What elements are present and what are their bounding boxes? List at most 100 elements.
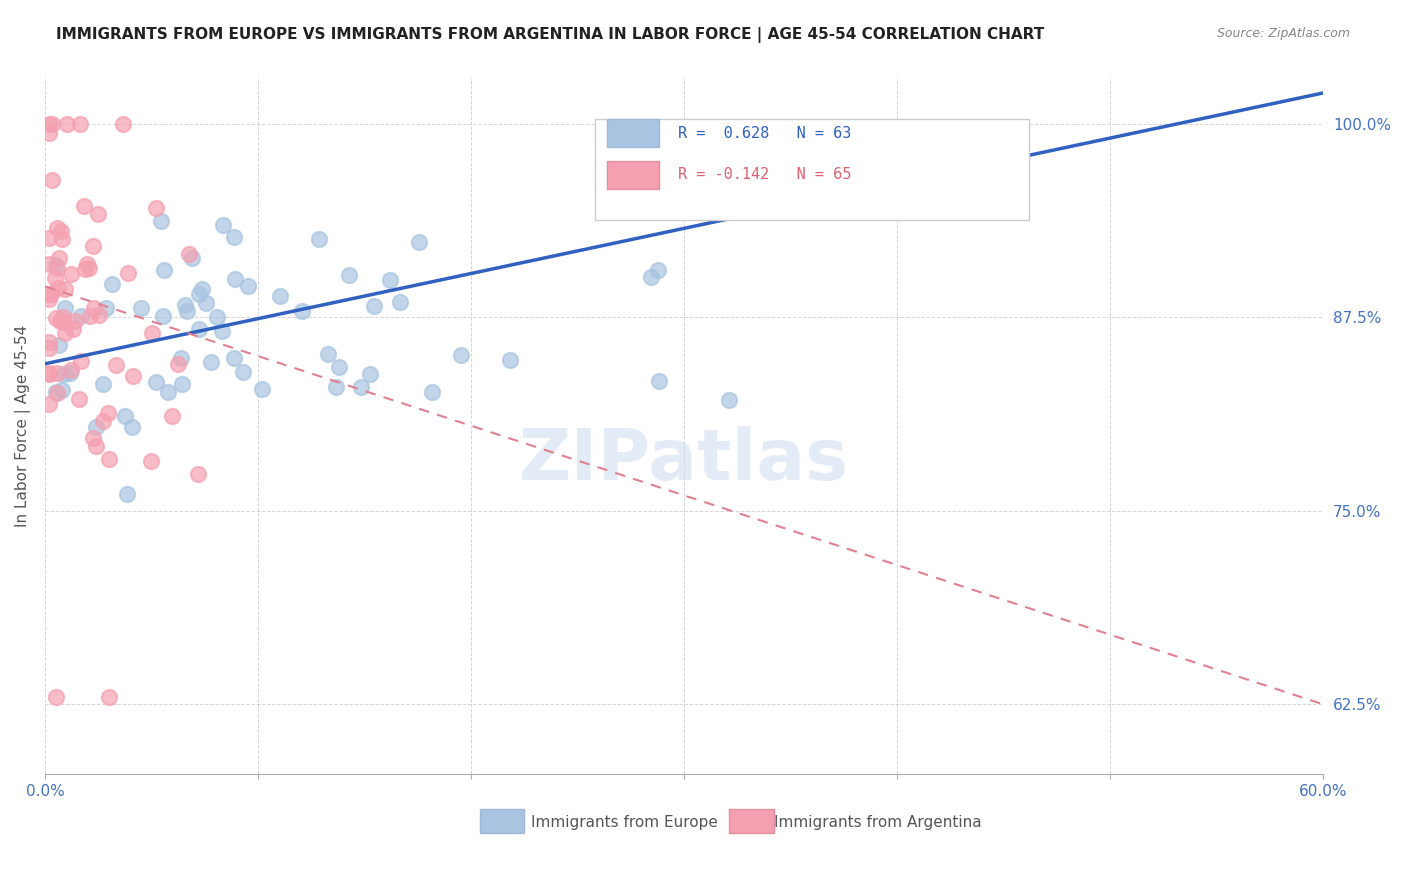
Point [359,367,381,381]
Point [96,301,118,315]
Point [77,260,100,275]
Point [38,366,60,380]
Text: Immigrants from Argentina: Immigrants from Argentina [773,815,981,830]
Point [87,207,110,221]
Point [101,277,124,292]
Point [499,353,522,368]
Point [49,314,72,328]
Bar [479,809,524,833]
Point [325,380,347,394]
Point [82,431,104,445]
Point [170,351,193,365]
Point [89,309,111,323]
Point [69,354,91,368]
Bar [728,809,773,833]
Text: R =  0.628   N = 63: R = 0.628 N = 63 [678,126,851,141]
FancyBboxPatch shape [595,120,1029,220]
Point [52,310,75,324]
Point [65,313,87,327]
Point [408,235,430,249]
Point [67,392,90,407]
Point [316,347,339,361]
Point [48,338,70,352]
Point [108,860,131,874]
Point [363,299,385,313]
Point [150,214,173,228]
Point [252,382,274,396]
Point [76,257,98,271]
Point [200,355,222,369]
Point [97,451,120,466]
Point [269,288,291,302]
Point [41,173,63,187]
Point [73,199,96,213]
Point [38,397,60,411]
Point [152,309,174,323]
Y-axis label: In Labor Force | Age 45-54: In Labor Force | Age 45-54 [15,325,31,527]
Point [45,220,67,235]
Point [52,315,75,329]
Point [46,281,69,295]
Point [53,367,76,381]
Point [38,257,60,271]
Point [45,366,67,380]
Point [830,175,852,189]
Point [46,260,69,275]
Point [79,309,101,323]
Point [224,272,246,286]
Point [84,439,107,453]
Point [93,414,115,428]
Text: Immigrants from Europe: Immigrants from Europe [530,815,717,830]
Point [224,230,246,244]
Text: IMMIGRANTS FROM EUROPE VS IMMIGRANTS FROM ARGENTINA IN LABOR FORCE | AGE 45-54 C: IMMIGRANTS FROM EUROPE VS IMMIGRANTS FRO… [56,27,1045,43]
Point [187,467,209,481]
Point [53,326,76,341]
Point [648,374,671,388]
Point [44,270,66,285]
Point [38,293,60,307]
Point [84,420,107,434]
Point [1010,141,1032,155]
Point [141,326,163,340]
Point [45,310,67,325]
Point [121,420,143,434]
Point [291,304,314,318]
Point [181,251,204,265]
Point [211,218,233,232]
Point [129,301,152,316]
Point [640,269,662,284]
Point [388,295,411,310]
Text: ZIPatlas: ZIPatlas [519,426,849,495]
Point [170,376,193,391]
Point [69,117,91,131]
Point [188,322,211,336]
Point [70,309,93,323]
Point [97,406,120,420]
Point [114,409,136,424]
Point [647,262,669,277]
Point [45,258,67,272]
Point [59,363,82,377]
Point [153,263,176,277]
Point [122,369,145,384]
Point [38,286,60,301]
Point [38,334,60,349]
Point [105,358,128,372]
Point [39,286,62,301]
Point [160,409,183,423]
Point [56,117,79,131]
Point [51,232,73,246]
Point [51,383,73,397]
Point [38,341,60,355]
Point [191,282,214,296]
Point [380,273,402,287]
Point [224,351,246,365]
Point [38,231,60,245]
Point [83,301,105,315]
Point [328,360,350,375]
Text: R = -0.142   N = 65: R = -0.142 N = 65 [678,168,851,183]
Point [53,283,76,297]
Point [238,278,260,293]
Point [450,348,472,362]
Point [48,251,70,265]
